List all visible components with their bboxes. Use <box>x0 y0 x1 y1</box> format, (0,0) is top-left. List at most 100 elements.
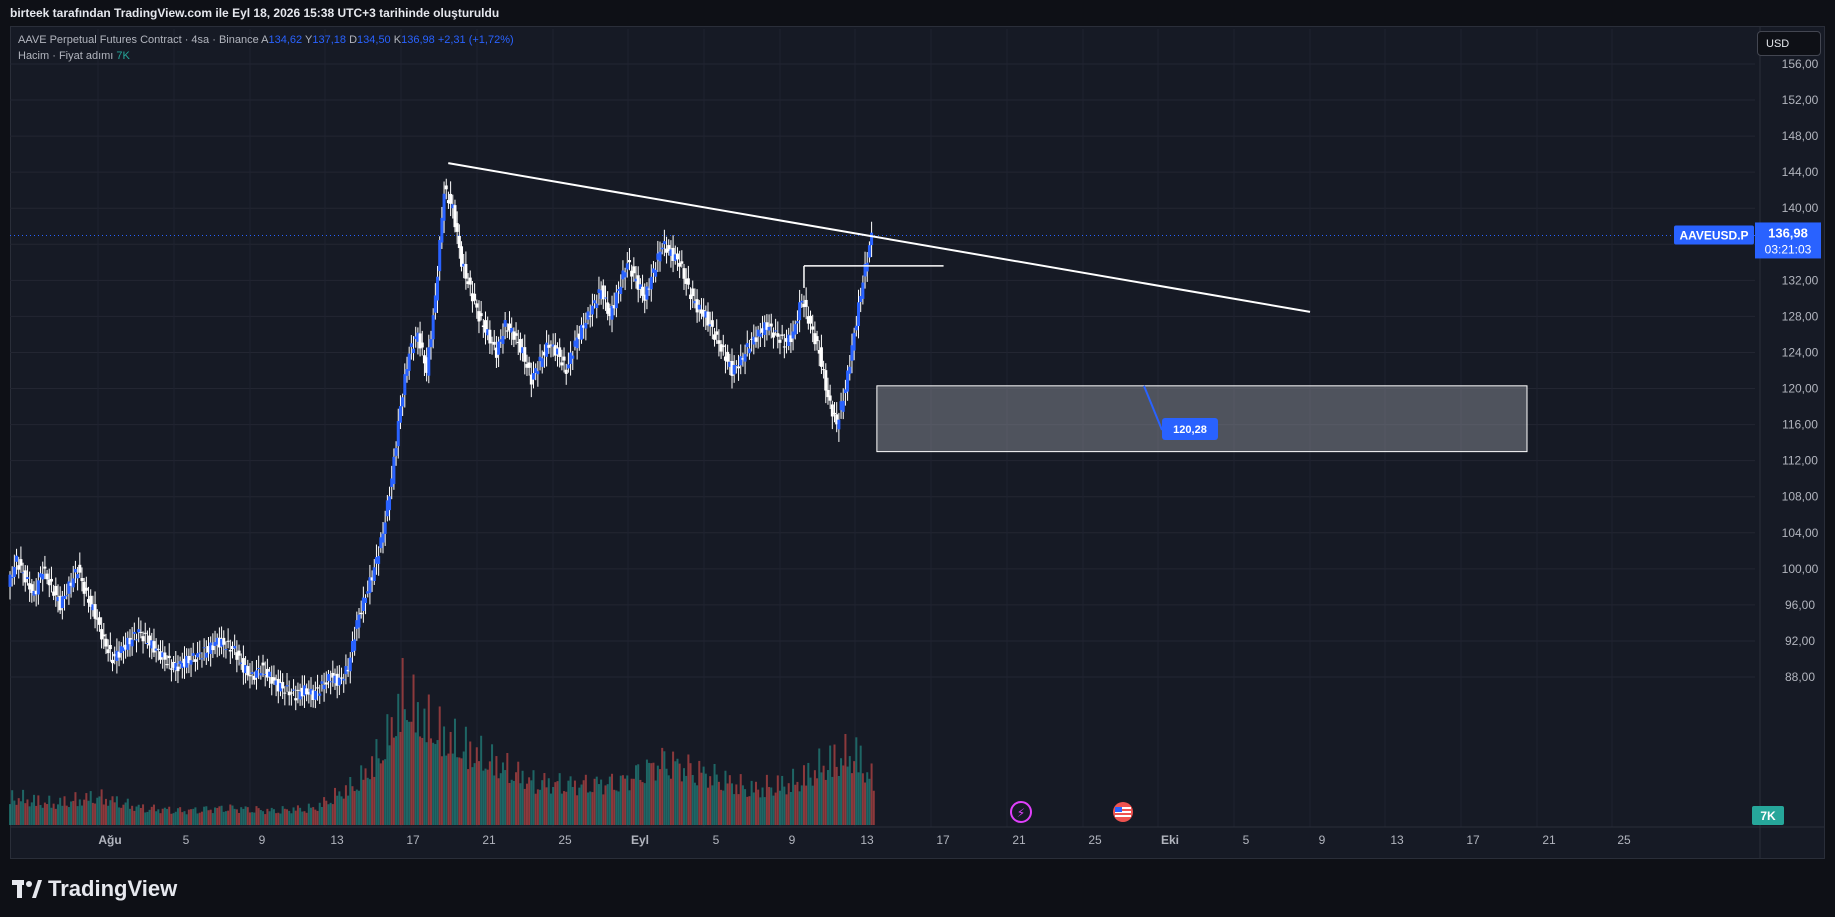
volume-bar <box>214 807 217 825</box>
volume-bar <box>227 810 230 825</box>
candle-body <box>329 681 333 683</box>
volume-bar <box>421 737 424 825</box>
candle-body <box>542 351 546 356</box>
candle-body <box>501 335 505 344</box>
volume-bar <box>826 770 829 825</box>
volume-bar <box>142 804 145 825</box>
volume-bar <box>848 756 851 825</box>
volume-bar <box>539 789 542 825</box>
candle-body <box>49 578 53 582</box>
chart-area[interactable] <box>10 26 1825 859</box>
candle-body <box>320 681 324 684</box>
volume-bar <box>547 778 550 825</box>
volume-bar <box>205 806 208 825</box>
volume-bar <box>412 674 415 825</box>
volume-bar <box>403 709 406 825</box>
volume-bar <box>746 796 749 825</box>
volume-bar <box>268 811 271 825</box>
volume-label[interactable]: Hacim · Fiyat adımı <box>18 50 114 62</box>
volume-bar <box>626 775 629 825</box>
candle-body <box>124 644 128 650</box>
volume-bar <box>467 769 470 825</box>
volume-bar <box>493 775 496 825</box>
candle-body <box>540 358 544 367</box>
volume-bar <box>484 768 487 825</box>
candle-body <box>438 239 442 272</box>
candle-body <box>758 333 762 337</box>
volume-bar <box>840 758 843 825</box>
candle-body <box>499 339 503 342</box>
volume-bar <box>850 773 853 825</box>
volume-bar <box>423 708 426 825</box>
candle-body <box>180 662 184 669</box>
volume-bar <box>704 773 707 825</box>
candle-body <box>678 262 682 267</box>
candle-body <box>228 649 232 652</box>
x-tick-label: 9 <box>259 833 266 847</box>
volume-bar <box>471 767 474 825</box>
volume-bar <box>390 717 393 825</box>
candle-body <box>612 305 616 309</box>
candle-body <box>403 374 407 396</box>
candle-body <box>606 302 610 314</box>
candle-body <box>769 323 773 327</box>
volume-bar <box>451 753 454 825</box>
volume-bar <box>698 760 701 825</box>
candle-body <box>204 652 208 658</box>
volume-bar <box>528 777 531 825</box>
candle-body <box>671 247 675 261</box>
volume-bar <box>589 791 592 825</box>
candle-body <box>337 677 341 686</box>
volume-bar <box>464 726 467 825</box>
currency-button[interactable]: USD <box>1757 31 1821 56</box>
volume-bar <box>741 785 744 825</box>
candle-body <box>817 350 821 354</box>
volume-bar <box>242 808 245 825</box>
volume-bar <box>818 748 821 825</box>
event-icon-lightning <box>1010 801 1032 823</box>
candle-body <box>342 678 346 681</box>
symbol-label[interactable]: AAVE Perpetual Futures Contract · 4sa · … <box>18 34 259 46</box>
candle-body <box>429 339 433 348</box>
volume-bar <box>497 778 500 825</box>
volume-bar <box>689 763 692 825</box>
candle-body <box>723 356 727 361</box>
candle-body <box>588 315 592 317</box>
candle-body <box>292 689 296 691</box>
candle-body <box>745 343 749 348</box>
volume-bar <box>296 805 299 825</box>
volume-bar <box>388 745 391 825</box>
candle-body <box>97 617 101 625</box>
high-value: 137,18 <box>312 34 347 46</box>
tradingview-logo[interactable]: TradingView <box>12 876 177 902</box>
candle-body <box>870 232 874 246</box>
volume-bar <box>364 768 367 825</box>
volume-bar <box>91 802 94 825</box>
candle-body <box>756 329 760 337</box>
candle-body <box>396 420 400 447</box>
candle-body <box>73 568 77 573</box>
candle-body <box>150 640 154 649</box>
volume-bar <box>43 802 46 825</box>
candle-body <box>422 355 426 364</box>
volume-bar <box>619 775 622 825</box>
candle-body <box>198 652 202 654</box>
volume-bar <box>794 784 797 825</box>
volume-bar <box>384 759 387 825</box>
volume-bar <box>445 755 448 825</box>
volume-bar <box>859 745 862 825</box>
y-tick-label: 116,00 <box>1782 418 1818 432</box>
volume-bar <box>499 773 502 825</box>
candle-body <box>261 662 265 666</box>
volume-bar <box>796 781 799 825</box>
volume-bar <box>868 778 871 825</box>
volume-bar <box>329 802 332 825</box>
candle-body <box>763 322 767 335</box>
volume-bar <box>530 780 533 825</box>
trendline <box>448 162 1311 313</box>
volume-bar <box>96 797 99 825</box>
volume-bar <box>262 811 265 825</box>
volume-badge-text: 7K <box>1760 809 1776 823</box>
volume-bar <box>373 776 376 825</box>
